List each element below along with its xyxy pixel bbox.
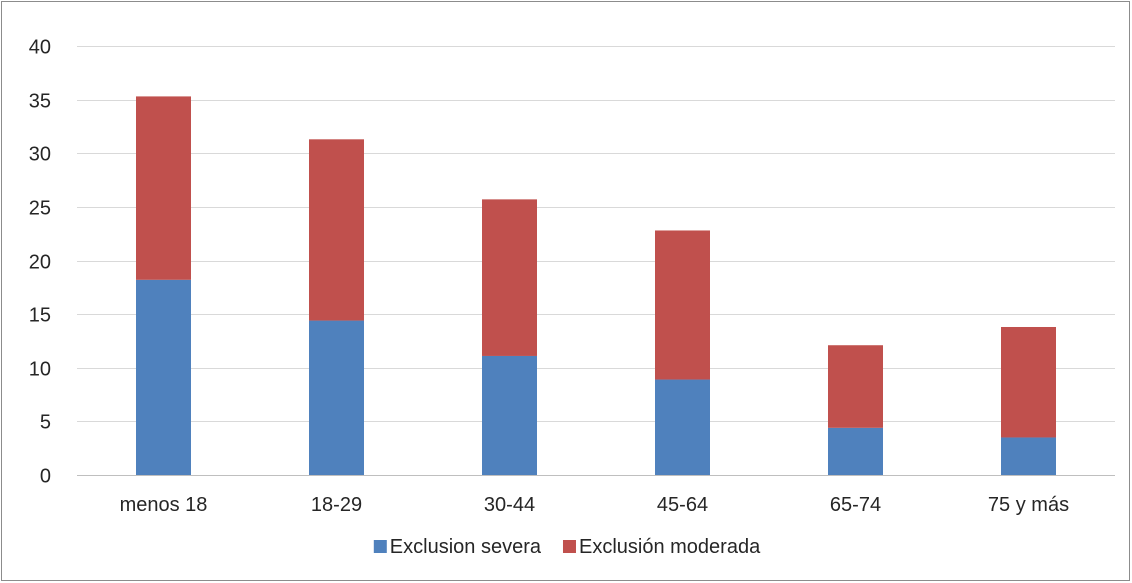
legend-item-severa: Exclusion severa	[373, 536, 542, 558]
bar-segment-moderada	[655, 230, 710, 380]
gridlines	[77, 46, 1115, 476]
x-tick-label: 30-44	[484, 494, 535, 516]
y-tick-label: 20	[29, 252, 51, 274]
legend-swatch	[562, 540, 576, 553]
legend: Exclusion severa Exclusión moderada	[373, 536, 761, 558]
y-tick-label: 0	[40, 466, 51, 488]
bar-segment-severa	[1001, 437, 1056, 475]
legend-label: Exclusión moderada	[579, 536, 761, 558]
bar-segment-severa	[482, 355, 537, 475]
legend-item-moderada: Exclusión moderada	[562, 536, 761, 558]
x-tick-label: 18-29	[311, 494, 362, 516]
bars	[136, 96, 1056, 475]
y-tick-label: 35	[29, 91, 51, 113]
bar-segment-moderada	[309, 139, 364, 321]
y-axis-tick-labels: 0 5 10 15 20 25 30 35 40	[29, 37, 51, 488]
bar-segment-moderada	[136, 96, 191, 280]
x-tick-label: 75 y más	[988, 494, 1069, 516]
legend-swatch	[373, 540, 387, 553]
y-tick-label: 30	[29, 144, 51, 166]
y-tick-label: 10	[29, 359, 51, 381]
bar-segment-severa	[655, 379, 710, 475]
bar-segment-moderada	[482, 199, 537, 356]
y-tick-label: 25	[29, 198, 51, 220]
y-tick-label: 5	[40, 412, 51, 434]
bar-segment-severa	[828, 427, 883, 475]
bar-segment-moderada	[1001, 326, 1056, 438]
x-axis-tick-labels: menos 18 18-29 30-44 45-64 65-74 75 y más	[120, 494, 1070, 516]
bar-segment-severa	[309, 320, 364, 475]
x-tick-label: 45-64	[657, 494, 708, 516]
bar-segment-severa	[136, 279, 191, 475]
y-tick-label: 40	[29, 37, 51, 59]
x-tick-label: menos 18	[120, 494, 208, 516]
legend-label: Exclusion severa	[390, 536, 542, 558]
x-tick-label: 65-74	[830, 494, 881, 516]
y-tick-label: 15	[29, 305, 51, 327]
bar-segment-moderada	[828, 345, 883, 428]
